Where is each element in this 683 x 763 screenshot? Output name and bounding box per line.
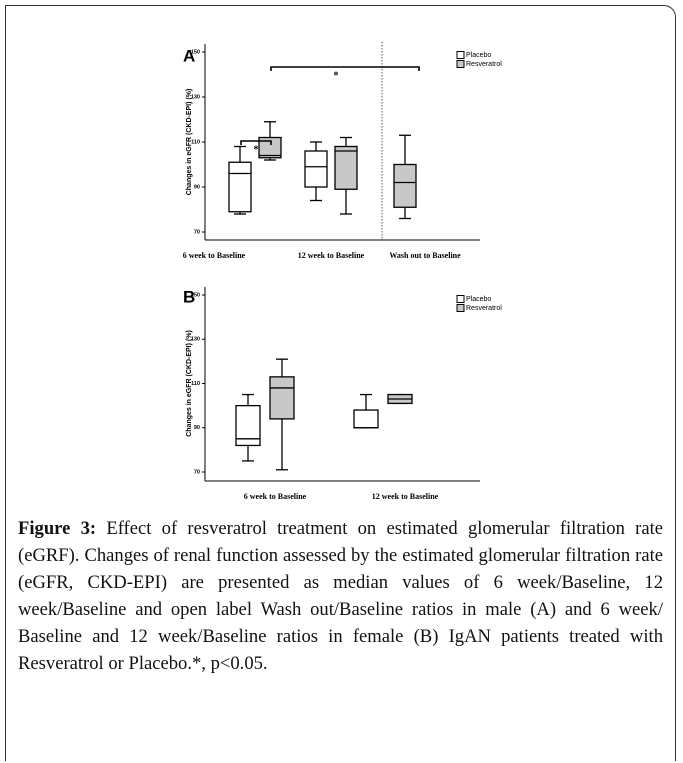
x-category-label: 12 week to Baseline bbox=[298, 251, 365, 260]
y-tick-label: 110 bbox=[191, 139, 200, 145]
y-tick-label: 150 bbox=[191, 292, 200, 298]
box bbox=[353, 409, 379, 429]
y-tick-label: 70 bbox=[194, 469, 200, 475]
y-axis-label: Changes in eGFR (CKD-EPI) (%) bbox=[186, 330, 193, 437]
y-tick-label: 130 bbox=[191, 337, 200, 343]
y-tick-label: 90 bbox=[194, 184, 200, 190]
x-category-label: 12 week to Baseline bbox=[372, 492, 439, 501]
significance-marker: * bbox=[254, 144, 259, 155]
panel-label: A bbox=[183, 46, 195, 65]
legend-swatch bbox=[456, 51, 465, 59]
box bbox=[235, 404, 261, 447]
x-category-label: Wash out to Baseline bbox=[389, 251, 461, 260]
legend-label: Placebo bbox=[466, 296, 491, 303]
figure: A Changes in eGFR (CKD-EPI) (%) 70 90 110 130… bbox=[183, 42, 502, 501]
y-axis-label: Changes in eGFR (CKD-EPI) (%) bbox=[186, 89, 193, 196]
caption-label: Figure 3: bbox=[18, 518, 97, 539]
legend-label: Placebo bbox=[466, 52, 491, 59]
box bbox=[269, 376, 295, 420]
significance-marker: * bbox=[334, 70, 339, 81]
box bbox=[304, 150, 328, 188]
legend-label: Resveratrol bbox=[466, 61, 502, 68]
y-tick-label: 110 bbox=[191, 381, 200, 387]
legend-swatch bbox=[456, 60, 465, 68]
y-tick-label: 150 bbox=[191, 49, 200, 55]
x-category-label: 6 week to Baseline bbox=[244, 492, 307, 501]
box bbox=[228, 161, 252, 213]
legend-label: Resveratrol bbox=[466, 305, 502, 312]
significance-bracket bbox=[270, 66, 420, 71]
box bbox=[334, 145, 358, 190]
box bbox=[393, 163, 417, 208]
panel-label: B bbox=[183, 287, 195, 306]
y-tick-label: 130 bbox=[191, 94, 200, 100]
legend-swatch bbox=[456, 295, 465, 303]
y-tick-label: 70 bbox=[194, 229, 200, 235]
x-category-label: 6 week to Baseline bbox=[183, 251, 246, 260]
box bbox=[258, 136, 282, 159]
y-tick-label: 90 bbox=[194, 425, 200, 431]
caption-text: Effect of resveratrol treatment on estim… bbox=[18, 518, 663, 674]
legend-swatch bbox=[456, 304, 465, 312]
figure-frame bbox=[5, 5, 676, 761]
significance-bracket bbox=[240, 140, 272, 145]
caption: Figure 3: Effect of resveratrol treatmen… bbox=[18, 515, 663, 677]
